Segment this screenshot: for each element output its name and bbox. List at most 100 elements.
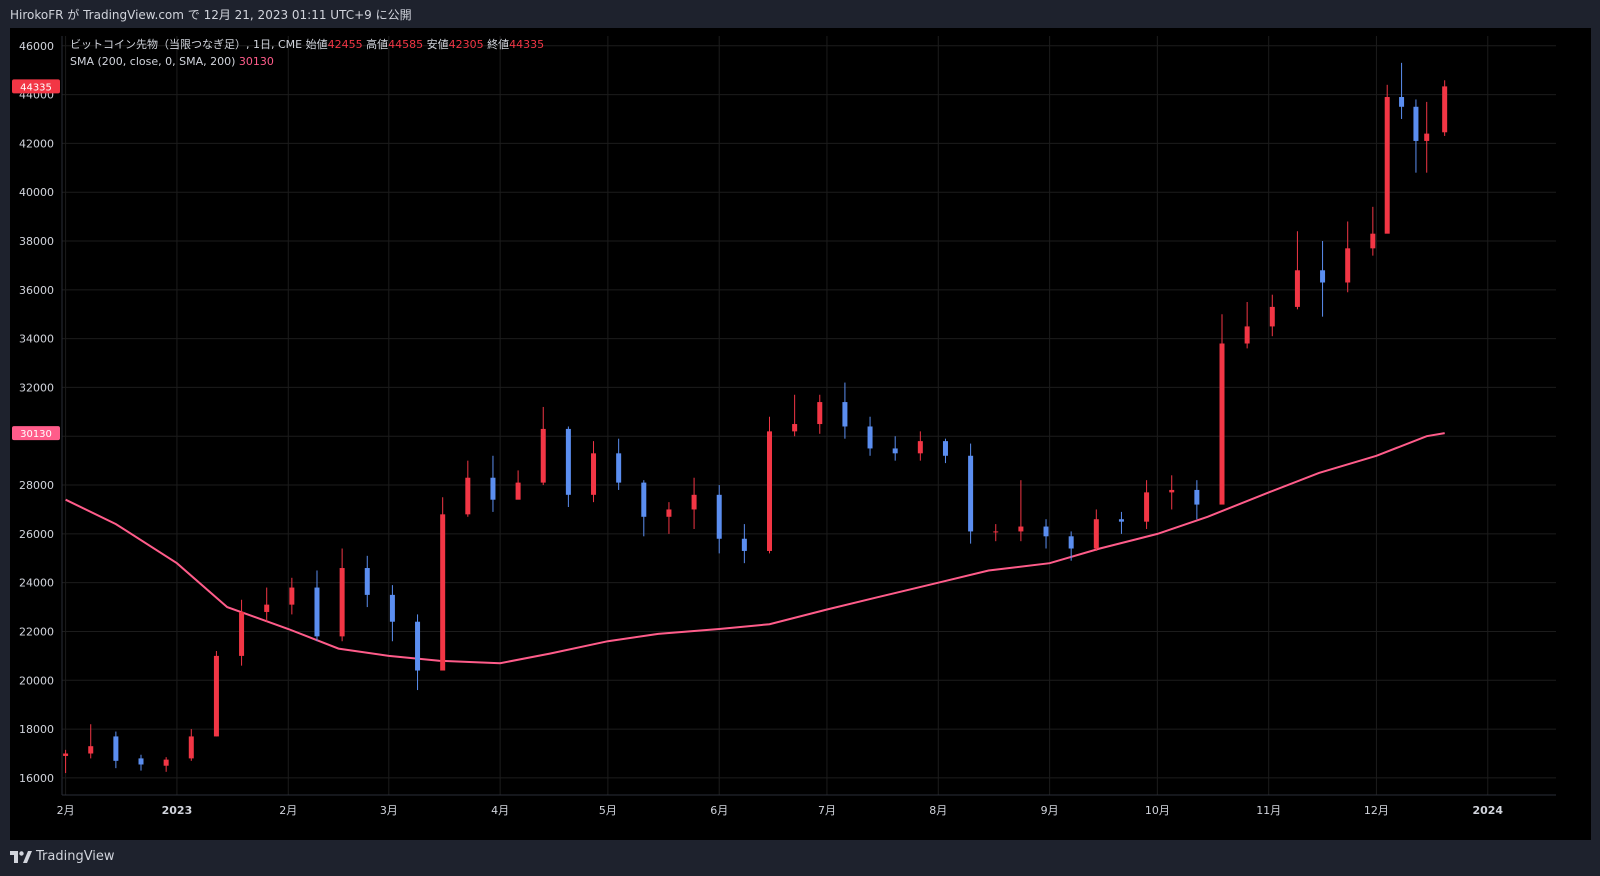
candle [1194,480,1200,520]
candle-body [942,441,948,456]
sma-layer [65,432,1445,665]
candle [314,570,320,642]
x-tick-label: 3月 [380,804,398,817]
time-axis[interactable]: 2月 2023 2月 3月 4月 5月 6月 7月 8月 9月 10月 11月 12月 2024 [57,804,1504,817]
y-tick-label: 38000 [19,235,54,248]
footer: TradingView [0,840,1600,876]
y-tick-label: 26000 [19,528,54,541]
x-tick-label: 6月 [710,804,728,817]
candle-body [968,455,974,532]
candle-body [817,402,823,425]
candle [1219,314,1225,505]
candle [716,485,722,554]
y-tick-label: 34000 [19,333,54,346]
candle [515,470,521,500]
price-label-text: 44335 [20,82,52,93]
candle-body [993,531,999,533]
y-tick-label: 22000 [19,625,54,638]
legend-low-value: 42305 [448,38,484,51]
candle [1068,531,1074,561]
legend-sma-row: SMA (200, close, 0, SMA, 200) 30130 [70,53,544,70]
candle-body [1399,97,1405,107]
candle-body [641,482,647,517]
candle-body [465,477,471,515]
tradingview-logo[interactable]: TradingView [10,849,115,864]
candle-body [591,453,597,495]
y-tick-label: 32000 [19,381,54,394]
price-label-bg [12,426,60,441]
candle [766,416,772,554]
x-tick-label: 12月 [1364,804,1389,817]
candle-body [766,431,772,551]
legend-close-value: 44335 [509,38,545,51]
candle [1345,221,1351,293]
tradingview-logo-icon [10,850,32,863]
candle [163,757,169,772]
candle-body [716,494,722,539]
candle-body [314,587,320,637]
x-tick-label: 2月 [57,804,75,817]
candle [1269,294,1275,337]
candle [641,480,647,537]
chart-legend: ビットコイン先物（当限つなぎ足）, 1日, CME 始値42455 高値4458… [70,36,544,70]
x-tick-label: 2024 [1472,804,1503,817]
candle [591,441,597,503]
candle [666,502,672,534]
candle-body [1018,526,1024,532]
candle [842,382,848,439]
candle-body [565,428,571,495]
candle [1294,231,1300,310]
candle [1424,101,1430,173]
candle [616,438,622,490]
legend-symbol[interactable]: ビットコイン先物（当限つなぎ足）, 1日, CME [70,38,303,51]
candle [817,394,823,434]
y-tick-label: 20000 [19,674,54,687]
candle [892,436,898,461]
candle-body [1424,133,1430,141]
candle-body [1244,326,1250,344]
candle [440,497,446,671]
candle [1399,62,1405,119]
candle [1018,480,1024,542]
candlestick-chart[interactable]: 1600018000200002200024000260002800030000… [10,28,1591,840]
candle-body [1219,343,1225,505]
legend-high-label: 高値 [366,38,389,51]
price-label-text: 30130 [20,429,52,440]
candle [741,524,747,564]
candle-body [289,587,295,605]
x-tick-label: 11月 [1256,804,1281,817]
candle [1144,480,1150,529]
y-tick-label: 36000 [19,284,54,297]
candle [1320,241,1326,317]
price-axis[interactable]: 1600018000200002200024000260002800030000… [19,40,54,785]
x-tick-label: 5月 [599,804,617,817]
legend-sma-label[interactable]: SMA (200, close, 0, SMA, 200) [70,55,236,68]
legend-sma-value: 30130 [238,55,274,68]
candle-body [364,568,370,595]
x-tick-label: 7月 [818,804,836,817]
x-tick-label: 10月 [1145,804,1170,817]
candle [1118,511,1124,534]
candle [917,431,923,461]
legend-open-label: 始値 [305,38,328,51]
price-labels: 44335 30130 [12,79,60,441]
candle-body [1294,270,1300,307]
candle-body [1093,519,1099,549]
candle [1384,84,1390,234]
candle-body [666,509,672,517]
candle-body [1320,270,1326,283]
x-tick-label: 8月 [929,804,947,817]
y-tick-label: 16000 [19,772,54,785]
candle-body [213,655,219,737]
y-tick-label: 46000 [19,40,54,53]
y-tick-label: 28000 [19,479,54,492]
chart-area[interactable]: 1600018000200002200024000260002800030000… [10,28,1591,840]
candle-body [1442,86,1448,133]
candle [465,460,471,517]
candle [993,524,999,542]
candle [264,587,270,622]
candle [1413,99,1419,173]
candle-body [138,758,144,765]
y-tick-label: 42000 [19,137,54,150]
candle-body [1169,489,1175,493]
